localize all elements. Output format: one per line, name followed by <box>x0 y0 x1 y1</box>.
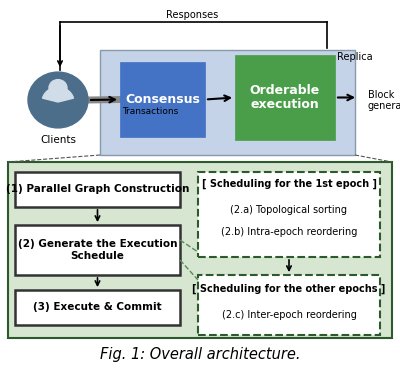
Text: Consensus: Consensus <box>125 93 200 106</box>
Bar <box>100 50 355 155</box>
Bar <box>120 62 205 137</box>
Text: (1) Parallel Graph Construction: (1) Parallel Graph Construction <box>6 185 189 195</box>
Text: Transactions: Transactions <box>122 107 178 116</box>
Text: (2.a) Topological sorting: (2.a) Topological sorting <box>230 205 348 215</box>
Bar <box>8 162 392 338</box>
Text: Orderable
execution: Orderable execution <box>250 83 320 112</box>
Circle shape <box>28 72 88 128</box>
Text: Responses: Responses <box>166 10 219 20</box>
Bar <box>15 172 180 207</box>
Text: (2) Generate the Execution
Schedule: (2) Generate the Execution Schedule <box>18 239 177 261</box>
Bar <box>15 290 180 325</box>
Text: Replica: Replica <box>337 52 373 62</box>
Text: Clients: Clients <box>40 135 76 145</box>
Text: [ Scheduling for the other epochs ]: [ Scheduling for the other epochs ] <box>192 284 386 294</box>
Text: (3) Execute & Commit: (3) Execute & Commit <box>33 302 162 312</box>
Circle shape <box>49 80 67 96</box>
Bar <box>198 275 380 335</box>
Text: (2.c) Inter-epoch reordering: (2.c) Inter-epoch reordering <box>222 310 356 320</box>
Bar <box>235 55 335 140</box>
Text: Block
generation: Block generation <box>368 90 400 111</box>
Text: [ Scheduling for the 1st epoch ]: [ Scheduling for the 1st epoch ] <box>202 179 376 189</box>
Wedge shape <box>42 87 74 102</box>
Bar <box>15 225 180 275</box>
Text: (2.b) Intra-epoch reordering: (2.b) Intra-epoch reordering <box>221 227 357 237</box>
Text: Fig. 1: Overall architecture.: Fig. 1: Overall architecture. <box>100 347 300 362</box>
Bar <box>198 172 380 257</box>
